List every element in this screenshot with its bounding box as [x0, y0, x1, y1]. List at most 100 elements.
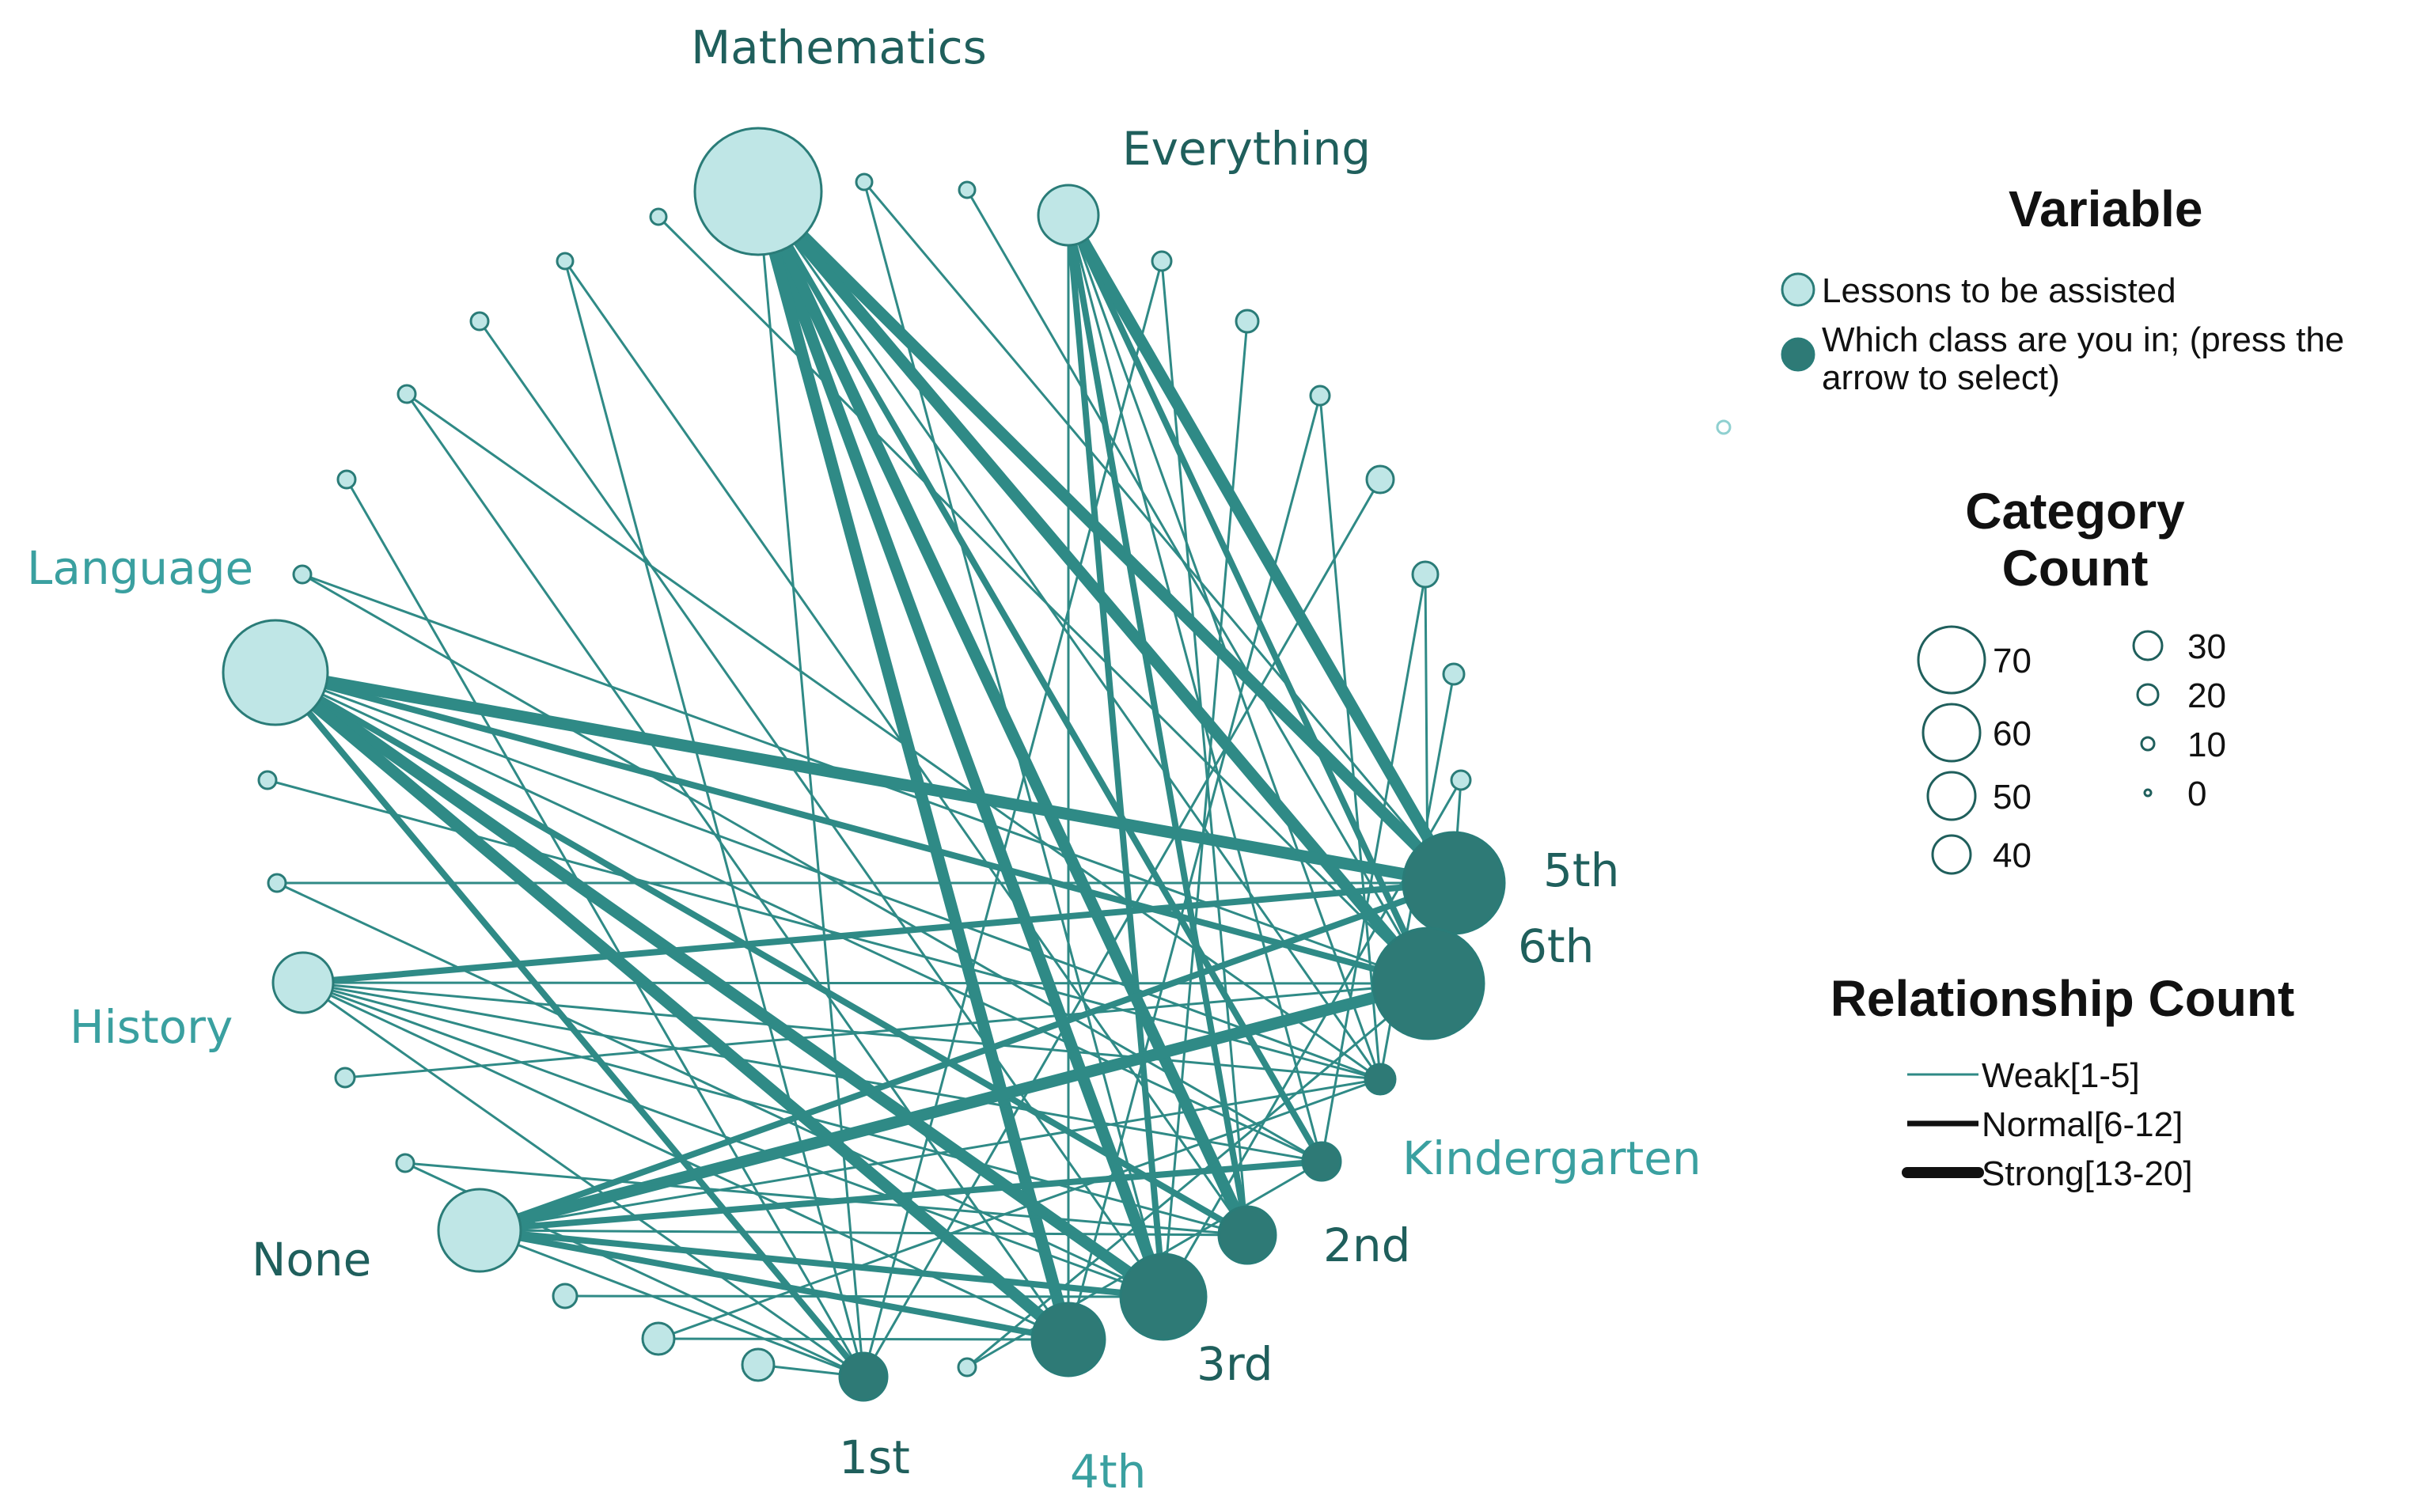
legend-variable: Variable Lessons to be assisted Which cl… — [1716, 180, 2344, 435]
edge-minor-15-a — [266, 779, 1382, 1081]
edge-history-fifth — [300, 880, 1457, 986]
legend-size-10-label: 10 — [2187, 726, 2226, 764]
label-mathematics: Mathematics — [691, 21, 987, 74]
edge-mathematics-third — [752, 185, 1170, 1303]
minor-node-15 — [257, 770, 278, 790]
minor-node-22 — [957, 1357, 977, 1377]
legend-stray-dot — [1716, 419, 1732, 435]
edge-none-fourth — [476, 1227, 1072, 1343]
node-everything — [1037, 184, 1100, 247]
label-fifth: 5th — [1543, 843, 1619, 897]
edge-mathematics-sixth — [752, 185, 1435, 990]
edge-everything-s7 — [1067, 214, 1382, 1081]
node-language — [222, 619, 329, 726]
minor-node-21 — [741, 1347, 776, 1382]
edge-minor-5-a — [862, 478, 1382, 1378]
edge-minor-4-a — [1067, 394, 1322, 1341]
legend-size-50-circle — [1926, 771, 1977, 821]
minor-node-18 — [395, 1153, 415, 1173]
node-fourth — [1030, 1302, 1106, 1377]
edge-language-fourth — [269, 666, 1075, 1346]
edge-minor-12-b — [405, 392, 1382, 1081]
edge-none-fifth — [476, 880, 1457, 1233]
minor-node-17 — [334, 1067, 356, 1089]
edge-minor-11-a — [478, 320, 1165, 1298]
legend-size-30-circle — [2132, 630, 2164, 661]
edge-minor-4-b — [1318, 394, 1382, 1081]
node-second — [1217, 1205, 1277, 1265]
minor-node-20 — [641, 1321, 676, 1356]
minor-node-5 — [1365, 464, 1395, 495]
minor-node-4 — [1309, 385, 1331, 407]
edge-minor-19-a — [563, 1294, 1165, 1298]
edge-minor-6-a — [1320, 573, 1427, 1163]
edge-minor-2-b — [862, 260, 1163, 1378]
label-fourth: 4th — [1070, 1445, 1146, 1499]
node-none — [437, 1188, 522, 1273]
minor-node-2 — [1151, 250, 1173, 272]
minor-node-8 — [1450, 769, 1472, 791]
label-third: 3rd — [1197, 1337, 1273, 1391]
edge-everything-kindergarten — [1067, 214, 1323, 1163]
legend-size-60-label: 60 — [1993, 714, 2032, 753]
edge-history-s7 — [302, 981, 1382, 1081]
legend-size-70-circle — [1917, 625, 1986, 695]
edge-minor-14-b — [301, 573, 1430, 985]
label-kindergarten: Kindergarten — [1402, 1131, 1701, 1185]
legend-size-20-circle — [2136, 683, 2160, 707]
legend-size-50-label: 50 — [1993, 778, 2032, 817]
edge-language-third — [269, 666, 1170, 1303]
legend-size-40-circle — [1931, 834, 1972, 875]
edge-language-sixth — [272, 669, 1432, 987]
legend-size-60-circle — [1922, 703, 1982, 763]
edge-none-sixth — [473, 977, 1435, 1237]
nodes-layer — [222, 127, 1506, 1402]
edge-minor-18-a — [404, 1161, 1249, 1237]
label-everything: Everything — [1122, 122, 1371, 176]
edge-minor-2-a — [1160, 260, 1249, 1237]
legend-size-20-label: 20 — [2187, 676, 2226, 715]
edge-language-kindergarten — [274, 671, 1323, 1163]
edge-history-first — [302, 981, 865, 1378]
edge-none-third — [476, 1227, 1167, 1300]
legend-lessons-swatch — [1781, 272, 1815, 307]
legend-size-10-circle — [2140, 736, 2156, 752]
minor-node-19 — [552, 1283, 579, 1309]
label-first: 1st — [839, 1431, 910, 1484]
label-none: None — [252, 1233, 371, 1287]
legend-relationship-count: Relationship Count Weak[1-5] Normal[6-12… — [1830, 970, 2295, 1193]
minor-node-12 — [396, 384, 417, 404]
edge-minor-22-b — [965, 982, 1430, 1369]
edge-everything-third — [1065, 212, 1167, 1300]
legend-lessons-label: Lessons to be assisted — [1822, 271, 2176, 310]
label-language: Language — [27, 541, 253, 595]
legend-category-title-line1: Category — [1965, 483, 2185, 540]
minor-node-3 — [1235, 309, 1260, 334]
edge-everything-sixth — [1065, 212, 1432, 987]
edge-minor-12-a — [405, 392, 1070, 1341]
minor-node-7 — [1442, 662, 1466, 686]
label-sixth: 6th — [1518, 919, 1594, 973]
edge-minor-20-a — [657, 1337, 1070, 1341]
minor-node-1 — [958, 180, 977, 199]
edge-minor-17-a — [343, 982, 1430, 1079]
edge-minor-10-a — [563, 260, 1249, 1237]
legend-class-label-line2: arrow to select) — [1822, 358, 2060, 397]
edges-layer — [266, 180, 1462, 1380]
node-fifth — [1402, 831, 1506, 935]
legend-category-title-line2: Count — [2002, 540, 2149, 597]
minor-node-16 — [267, 873, 287, 893]
minor-node-6 — [1411, 560, 1440, 589]
edge-minor-13-a — [345, 478, 865, 1378]
minor-node-14 — [292, 564, 313, 585]
label-history: History — [70, 1000, 233, 1054]
edge-none-kindergarten — [476, 1158, 1325, 1233]
edge-minor-16-b — [275, 881, 1165, 1298]
label-second: 2nd — [1323, 1218, 1410, 1272]
edge-mathematics-fourth — [752, 185, 1075, 1346]
legend-size-0-circle — [2143, 788, 2153, 798]
node-mathematics — [693, 127, 823, 256]
minor-node-10 — [556, 252, 575, 271]
node-history — [271, 951, 335, 1014]
